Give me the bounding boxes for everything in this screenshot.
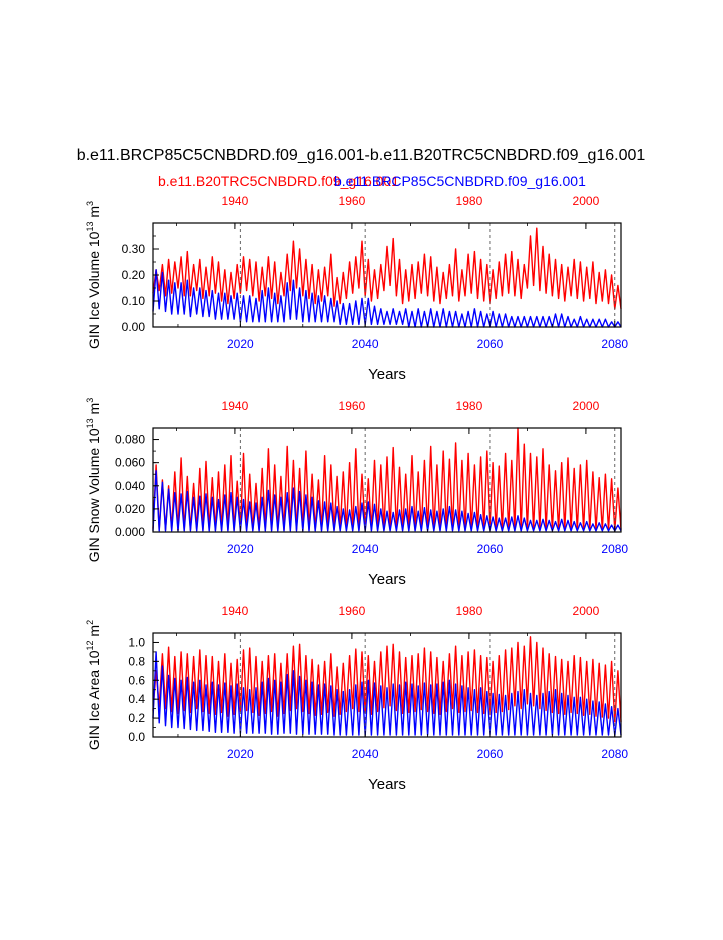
y-axis-title-ylabel-exp: 13 <box>85 222 95 232</box>
series-line-blue <box>152 651 622 736</box>
y-axis-title-ylabel-main: GIN Ice Volume 10 <box>86 231 102 349</box>
x-bottom-tick-label: 2060 <box>477 542 504 556</box>
y-tick-label: 0.2 <box>128 711 145 725</box>
y-tick-label: 0.000 <box>115 525 145 539</box>
figure-title: b.e11.BRCP85C5CNBDRD.f09_g16.001-b.e11.B… <box>77 147 646 164</box>
x-bottom-tick-label: 2080 <box>601 337 628 351</box>
x-top-tick-label: 2000 <box>573 194 600 208</box>
y-axis-title-ylabel-main: GIN Ice Area 10 <box>86 650 102 750</box>
series-line-red <box>152 427 622 531</box>
y-axis-title-ylabel-unit: m <box>86 206 102 222</box>
y-axis-title: GIN Ice Area 1012 m2 <box>85 620 102 750</box>
y-tick-label: 0.080 <box>115 433 145 447</box>
y-tick-label: 0.020 <box>115 502 145 516</box>
series-line-red <box>152 636 622 723</box>
x-bottom-tick-label: 2080 <box>601 747 628 761</box>
y-tick-label: 0.30 <box>122 242 146 256</box>
y-axis-title-ylabel-unit: m <box>86 625 102 641</box>
y-axis-title: GIN Ice Volume 1013 m3 <box>85 201 102 349</box>
y-tick-label: 0.040 <box>115 479 145 493</box>
x-bottom-tick-label: 2080 <box>601 542 628 556</box>
y-axis-title-ylabel-exp: 12 <box>85 640 95 650</box>
x-top-tick-label: 1960 <box>339 399 366 413</box>
chart-panel-2: 0.000 0.020 0.040 0.060 0.080 2020 2040 2060 208… <box>85 398 628 588</box>
y-tick-label: 0.0 <box>128 730 145 744</box>
x-bottom-tick-label: 2020 <box>227 337 254 351</box>
plot-frame <box>152 632 622 738</box>
y-tick-label: 1.0 <box>128 635 145 649</box>
x-top-tick-label: 1980 <box>456 604 483 618</box>
x-bottom-tick-label: 2020 <box>227 542 254 556</box>
series-line-red <box>152 227 622 310</box>
y-tick-label: 0.20 <box>122 268 146 282</box>
plot-frame <box>152 427 622 533</box>
y-axis-title-ylabel-main: GIN Snow Volume 10 <box>86 428 102 562</box>
chart-panel-3: 0.0 0.2 0.4 0.6 0.8 1.0 2020 2040 2060 2080 1940 19… <box>85 604 628 793</box>
panels: 0.00 0.10 0.20 0.30 2020 2040 2060 2080 1940 1960… <box>85 194 628 793</box>
legend-red-label: b.e11.B20TRC5CNBDRD.f09_g16.001 <box>158 173 399 189</box>
x-axis-title: Years <box>368 571 406 588</box>
chart-panel-1: 0.00 0.10 0.20 0.30 2020 2040 2060 2080 1940 1960… <box>85 194 628 383</box>
series-line-blue <box>152 269 622 328</box>
x-top-tick-label: 1960 <box>339 604 366 618</box>
x-top-tick-label: 1980 <box>456 399 483 413</box>
x-top-tick-label: 1940 <box>222 399 249 413</box>
x-top-tick-label: 2000 <box>573 604 600 618</box>
x-bottom-tick-label: 2060 <box>477 337 504 351</box>
y-tick-label: 0.8 <box>128 654 145 668</box>
x-top-tick-label: 1960 <box>339 194 366 208</box>
y-axis-title: GIN Snow Volume 1013 m3 <box>85 398 102 562</box>
x-bottom-tick-label: 2020 <box>227 747 254 761</box>
x-bottom-tick-label: 2040 <box>352 542 379 556</box>
y-tick-label: 0.060 <box>115 456 145 470</box>
x-top-tick-label: 1940 <box>222 194 249 208</box>
y-tick-label: 0.6 <box>128 673 145 687</box>
x-bottom-tick-label: 2060 <box>477 747 504 761</box>
x-axis-title: Years <box>368 366 406 383</box>
y-tick-label: 0.00 <box>122 320 146 334</box>
y-tick-label: 0.4 <box>128 692 145 706</box>
legend-blue-label: b.e11.BRCP85C5CNBDRD.f09_g16.001 <box>334 173 586 189</box>
x-top-tick-label: 2000 <box>573 399 600 413</box>
series-line-blue <box>152 470 622 532</box>
y-axis-title-ylabel-unit-exp: 3 <box>85 201 95 206</box>
y-tick-label: 0.10 <box>122 294 146 308</box>
x-axis-title: Years <box>368 776 406 793</box>
x-top-tick-label: 1980 <box>456 194 483 208</box>
y-axis-title-ylabel-unit: m <box>86 403 102 419</box>
x-bottom-tick-label: 2040 <box>352 337 379 351</box>
y-axis-title-ylabel-exp: 13 <box>85 418 95 428</box>
x-bottom-tick-label: 2040 <box>352 747 379 761</box>
y-axis-title-ylabel-unit-exp: 3 <box>85 398 95 403</box>
x-top-tick-label: 1940 <box>222 604 249 618</box>
y-axis-title-ylabel-unit-exp: 2 <box>85 620 95 625</box>
